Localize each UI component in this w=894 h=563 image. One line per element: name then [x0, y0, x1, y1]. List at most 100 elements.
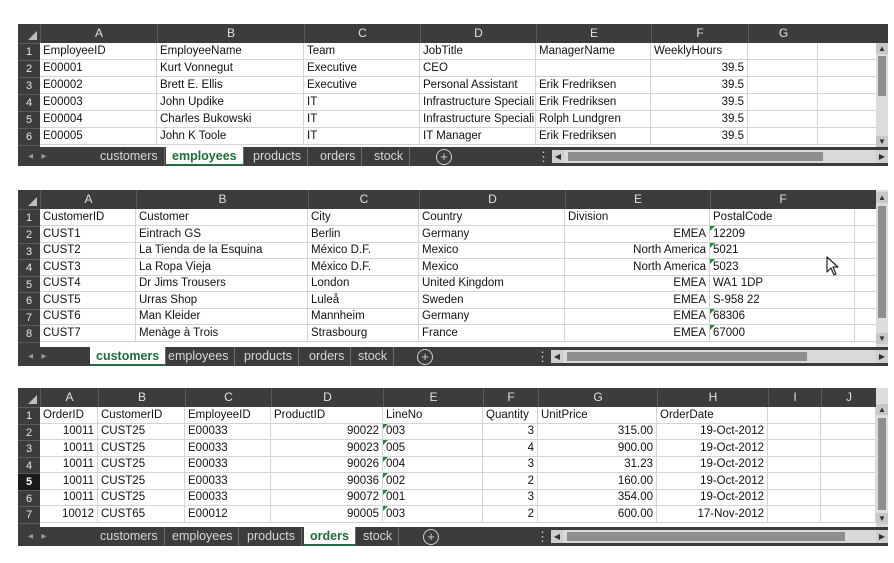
cell[interactable]: 900.00	[538, 440, 657, 456]
row-header[interactable]: 3	[18, 243, 40, 259]
cell[interactable]: 10012	[40, 506, 98, 522]
sheet-nav-arrows[interactable]: ◂ ▸	[28, 527, 46, 546]
tab-employees[interactable]: employees	[166, 527, 240, 546]
cell[interactable]	[821, 473, 876, 489]
cell[interactable]: Personal Assistant	[420, 77, 536, 93]
cell[interactable]: LineNo	[383, 407, 483, 423]
column-header-d[interactable]: D	[271, 388, 383, 407]
cell[interactable]: 10011	[40, 440, 98, 456]
row-header[interactable]: 5	[18, 276, 40, 292]
row-header[interactable]: 2	[18, 226, 40, 243]
cell[interactable]: E00004	[40, 111, 157, 127]
cell[interactable]: La Tienda de la Esquina	[136, 243, 308, 258]
cell[interactable]: Erik Fredriksen	[536, 94, 651, 110]
cell[interactable]: E00033	[185, 473, 271, 489]
cell[interactable]	[748, 128, 818, 144]
cell[interactable]: 39.5	[651, 128, 748, 144]
row-header-selected[interactable]: 5	[18, 473, 40, 490]
cell[interactable]: EMEA	[565, 325, 710, 341]
scroll-down-icon[interactable]: ▼	[876, 136, 888, 147]
cell[interactable]: UnitPrice	[538, 407, 657, 423]
cell[interactable]: North America	[565, 259, 710, 275]
cell[interactable]: 5023	[710, 259, 855, 275]
scroll-left-icon[interactable]: ◀	[551, 530, 563, 543]
cell[interactable]: E00012	[185, 506, 271, 522]
cell[interactable]: CUST6	[40, 309, 136, 324]
cell[interactable]: E00033	[185, 457, 271, 472]
cell[interactable]: CUST25	[98, 457, 185, 472]
cell[interactable]: CUST25	[98, 473, 185, 489]
row-header[interactable]: 3	[18, 440, 40, 457]
cell[interactable]: 2	[483, 506, 538, 522]
cell[interactable]: France	[419, 325, 565, 341]
cell[interactable]: 001	[383, 490, 483, 505]
sheet-nav-arrows[interactable]: ◂ ▸	[28, 147, 46, 166]
cell[interactable]: Rolph Lundgren	[536, 111, 651, 127]
column-header-f[interactable]: F	[651, 24, 748, 43]
scroll-left-icon[interactable]: ◀	[551, 350, 563, 363]
cell[interactable]: EmployeeName	[157, 43, 304, 59]
tab-products[interactable]: products	[238, 347, 299, 366]
horizontal-scrollbar[interactable]: ◀ ▶	[551, 350, 888, 363]
cell[interactable]: CUST4	[40, 276, 136, 291]
cell[interactable]: 39.5	[651, 60, 748, 76]
cell[interactable]: Executive	[304, 77, 420, 93]
cell[interactable]: Division	[565, 209, 710, 225]
cell[interactable]: Mexico	[419, 259, 565, 275]
cell[interactable]: Mexico	[419, 243, 565, 258]
cell[interactable]: CUST65	[98, 506, 185, 522]
row-header[interactable]: 1	[18, 407, 40, 424]
cell[interactable]: 90005	[271, 506, 383, 522]
triangle-right-icon[interactable]: ▸	[41, 351, 47, 362]
tab-products[interactable]: products	[247, 147, 308, 166]
cell[interactable]: 67000	[710, 325, 855, 341]
triangle-left-icon[interactable]: ◂	[28, 351, 34, 362]
horizontal-scrollbar[interactable]: ◀ ▶	[551, 530, 888, 543]
column-header-b[interactable]: B	[98, 388, 185, 407]
tab-splitter-icon[interactable]: ⋮	[537, 149, 550, 164]
row-header[interactable]: 7	[18, 309, 40, 325]
row-header[interactable]: 8	[18, 325, 40, 342]
cell[interactable]: 002	[383, 473, 483, 489]
cell[interactable]: Urras Shop	[136, 292, 308, 308]
cell[interactable]: 90036	[271, 473, 383, 489]
select-all-corner[interactable]	[18, 24, 40, 43]
cell[interactable]: CUST3	[40, 259, 136, 275]
cell[interactable]: La Ropa Vieja	[136, 259, 308, 275]
cell[interactable]: City	[308, 209, 419, 225]
cell[interactable]: 90022	[271, 424, 383, 439]
cell[interactable]: IT	[304, 111, 420, 127]
cell[interactable]: IT	[304, 128, 420, 144]
cell[interactable]: OrderID	[40, 407, 98, 423]
cell[interactable]: E00033	[185, 440, 271, 456]
cell[interactable]: IT	[304, 94, 420, 110]
column-header-d[interactable]: D	[420, 24, 536, 43]
plus-circle-icon[interactable]: +	[423, 529, 439, 545]
cell[interactable]	[821, 424, 876, 439]
column-header-e[interactable]: E	[565, 190, 710, 209]
cell[interactable]: 003	[383, 424, 483, 439]
column-header-i[interactable]: I	[768, 388, 821, 407]
cell[interactable]: 004	[383, 457, 483, 472]
cell[interactable]: CUST25	[98, 424, 185, 439]
cell[interactable]: 3	[483, 457, 538, 472]
cell[interactable]: Erik Fredriksen	[536, 128, 651, 144]
cell[interactable]: 600.00	[538, 506, 657, 522]
cell[interactable]	[748, 60, 818, 76]
cell[interactable]: 10011	[40, 490, 98, 505]
cell[interactable]: 160.00	[538, 473, 657, 489]
cell[interactable]: 90072	[271, 490, 383, 505]
cell[interactable]: Charles Bukowski	[157, 111, 304, 127]
row-header[interactable]: 2	[18, 60, 40, 77]
cell[interactable]: John K Toole	[157, 128, 304, 144]
cell[interactable]: IT Manager	[420, 128, 536, 144]
cell[interactable]: Germany	[419, 226, 565, 242]
cell[interactable]: 005	[383, 440, 483, 456]
cell[interactable]: 39.5	[651, 94, 748, 110]
cell[interactable]: PostalCode	[710, 209, 855, 225]
cell[interactable]: Team	[304, 43, 420, 59]
cell[interactable]: 315.00	[538, 424, 657, 439]
column-header-g[interactable]: G	[538, 388, 657, 407]
tab-stock[interactable]: stock	[352, 347, 395, 366]
column-header-e[interactable]: E	[383, 388, 483, 407]
